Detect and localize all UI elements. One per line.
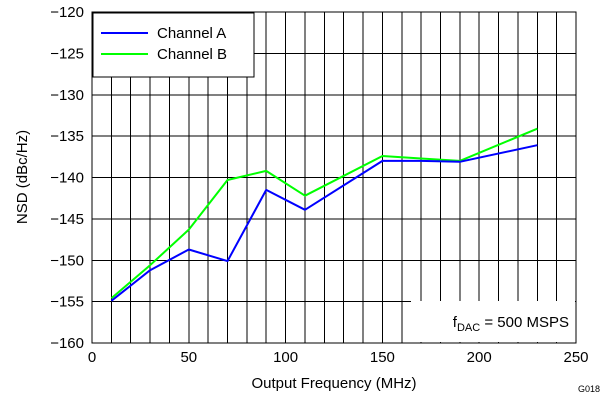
y-tick-label: −120 [50, 4, 84, 21]
legend-box [92, 12, 255, 78]
x-tick-label: 50 [180, 349, 197, 366]
plot-frame [91, 11, 577, 344]
x-axis-title: Output Frequency (MHz) [251, 375, 416, 392]
legend: Channel A Channel B [92, 12, 255, 78]
series-line-channel-b [110, 127, 538, 300]
y-tick-label: −155 [50, 294, 84, 311]
figure-id: G018 [578, 384, 600, 394]
annotation-fdac: fDAC = 500 MSPS [453, 314, 569, 334]
annotation-f: f [453, 314, 458, 331]
annotation-box [411, 301, 575, 342]
x-tick-label: 0 [88, 349, 96, 366]
y-tick-label: −160 [50, 335, 84, 352]
x-tick-label: 200 [467, 349, 492, 366]
legend-label-channel-a: Channel A [157, 25, 226, 42]
x-tick-label: 250 [563, 349, 588, 366]
annotation-rest: = 500 MSPS [480, 314, 569, 331]
x-tick-label: 100 [273, 349, 298, 366]
x-tick-label: 150 [370, 349, 395, 366]
y-tick-labels: −160 −155 −150 −145 −140 −135 −130 −125 −120 [50, 4, 84, 352]
y-tick-label: −130 [50, 87, 84, 104]
y-tick-label: −145 [50, 211, 84, 228]
legend-label-channel-b: Channel B [157, 46, 227, 63]
x-tick-labels: 0 50 100 150 200 250 [88, 349, 589, 366]
y-axis-title: NSD (dBc/Hz) [14, 130, 31, 224]
series-lines [110, 127, 538, 302]
y-tick-label: −150 [50, 252, 84, 269]
series-line-channel-a [110, 144, 538, 302]
y-tick-label: −125 [50, 45, 84, 62]
annotation-subscript: DAC [457, 322, 480, 334]
y-tick-label: −140 [50, 170, 84, 187]
y-tick-label: −135 [50, 128, 84, 145]
